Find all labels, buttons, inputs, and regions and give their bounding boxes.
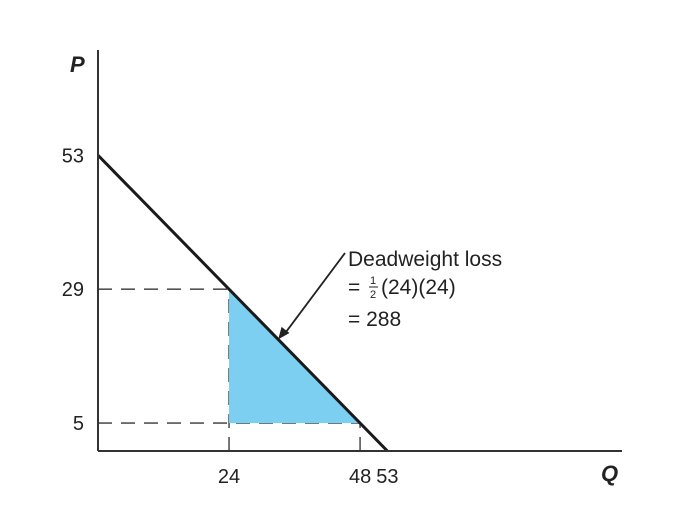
demand-line-layer [96,154,389,453]
axes [97,50,622,452]
y-tick-5: 5 [73,413,84,435]
y-tick-53: 53 [62,145,84,167]
x-tick-53: 53 [376,466,398,488]
annotation-eq-prefix: = [348,276,360,299]
y-tick-29: 29 [62,279,84,301]
deadweight-loss-annotation: Deadweight loss = 1 2 (24)(24) = 288 [278,248,502,340]
annotation-arrow [278,252,346,340]
annotation-arrow-head [278,326,290,340]
annotation-title: Deadweight loss [348,248,502,271]
x-axis-label: Q [601,461,618,486]
annotation-eq-product: (24)(24) [381,276,456,299]
demand-line [96,154,389,453]
annotation-frac-numerator: 1 [370,275,376,287]
x-tick-24: 24 [218,466,240,488]
y-axis-label: P [70,52,85,77]
annotation-frac-denominator: 2 [370,289,376,301]
annotation-arrow-shaft [283,252,346,335]
x-tick-48: 48 [349,466,371,488]
annotation-result: = 288 [348,308,401,331]
